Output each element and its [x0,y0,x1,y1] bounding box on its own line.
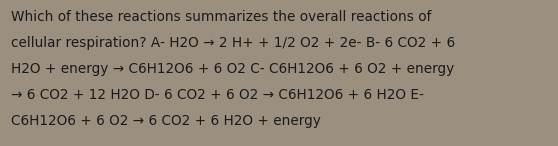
Text: Which of these reactions summarizes the overall reactions of: Which of these reactions summarizes the … [11,10,431,24]
Text: C6H12O6 + 6 O2 → 6 CO2 + 6 H2O + energy: C6H12O6 + 6 O2 → 6 CO2 + 6 H2O + energy [11,114,321,128]
Text: H2O + energy → C6H12O6 + 6 O2 C- C6H12O6 + 6 O2 + energy: H2O + energy → C6H12O6 + 6 O2 C- C6H12O6… [11,62,454,76]
Text: cellular respiration? A- H2O → 2 H+ + 1/2 O2 + 2e- B- 6 CO2 + 6: cellular respiration? A- H2O → 2 H+ + 1/… [11,36,455,50]
Text: → 6 CO2 + 12 H2O D- 6 CO2 + 6 O2 → C6H12O6 + 6 H2O E-: → 6 CO2 + 12 H2O D- 6 CO2 + 6 O2 → C6H12… [11,88,424,102]
